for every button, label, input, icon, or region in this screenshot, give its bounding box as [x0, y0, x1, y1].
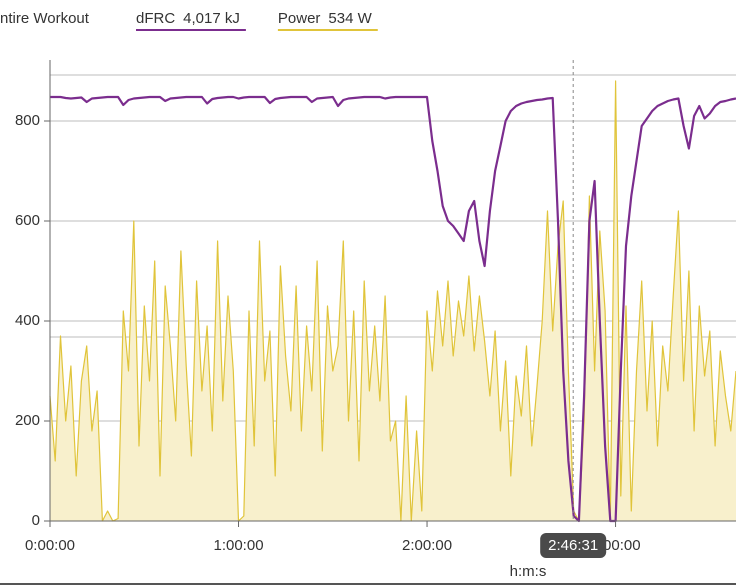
line: [50, 95, 736, 523]
line: [49, 80, 736, 522]
x-axis-label: h:m:s: [510, 563, 547, 580]
cursor-badge: [540, 533, 607, 558]
legend-name: dFRC: [136, 10, 175, 27]
y-tick-label: 0: [32, 512, 40, 529]
cursor-label: 2:46:31: [548, 537, 598, 554]
legend-prefix: ntire Workout: [0, 10, 90, 27]
legend-item: Power 534 W: [277, 10, 378, 31]
legend-name: Power: [278, 10, 321, 27]
y-tick-label: 400: [15, 312, 40, 329]
legend-summary: 4,017 kJ: [183, 10, 240, 27]
x-tick-label: 0:00:00: [25, 537, 75, 554]
x-tick-label: 2:00:00: [402, 537, 452, 554]
y-tick-label: 600: [15, 212, 40, 229]
y-tick-label: 200: [15, 412, 40, 429]
legend-item: dFRC 4,017 kJ: [136, 10, 246, 31]
x-tick-label: 1:00:00: [213, 537, 263, 554]
legend-summary: 534 W: [328, 10, 372, 27]
y-tick-label: 800: [15, 112, 40, 129]
